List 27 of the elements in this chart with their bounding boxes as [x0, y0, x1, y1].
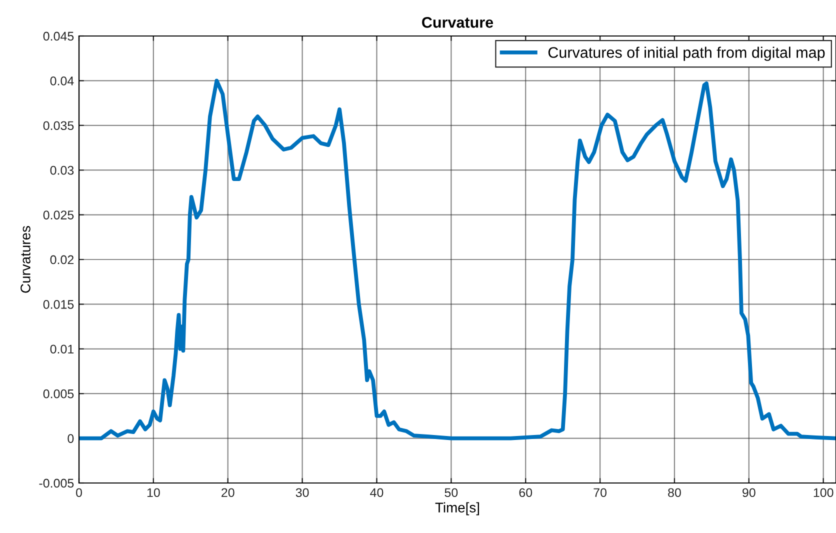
y-tick-label: 0.045 — [43, 32, 74, 41]
x-tick-label: 50 — [444, 488, 458, 498]
y-tick-label: 0.03 — [50, 166, 74, 175]
y-tick-label: 0.005 — [43, 389, 74, 398]
y-tick-label: 0 — [68, 434, 74, 443]
x-tick-label: 30 — [296, 488, 309, 498]
y-tick-label: 0.01 — [50, 344, 74, 354]
x-tick-label: 90 — [742, 488, 756, 498]
y-axis-title: Curvatures — [20, 226, 30, 293]
x-tick-label: 60 — [519, 488, 532, 498]
line-series — [79, 78, 836, 440]
y-tick-label: 0.015 — [43, 300, 74, 309]
y-tick-label: -0.005 — [39, 478, 74, 488]
x-tick-label: 10 — [147, 488, 160, 498]
y-tick-label: 0.025 — [43, 210, 74, 220]
chart-title: Curvature — [422, 17, 494, 28]
x-axis-title: Time[s] — [435, 502, 480, 516]
x-tick-label: 70 — [594, 488, 607, 498]
y-tick-label: 0.035 — [43, 121, 74, 130]
legend-label: Curvatures of initial path from digital map — [548, 46, 825, 61]
y-tick-label: 0.02 — [50, 255, 74, 264]
x-tick-label: 100 — [814, 488, 834, 498]
x-tick-label: 40 — [370, 488, 384, 498]
y-tick-label: 0.04 — [50, 76, 74, 86]
x-tick-label: 80 — [668, 488, 681, 498]
x-tick-label: 20 — [222, 488, 234, 498]
x-tick-label: 0 — [76, 488, 82, 498]
